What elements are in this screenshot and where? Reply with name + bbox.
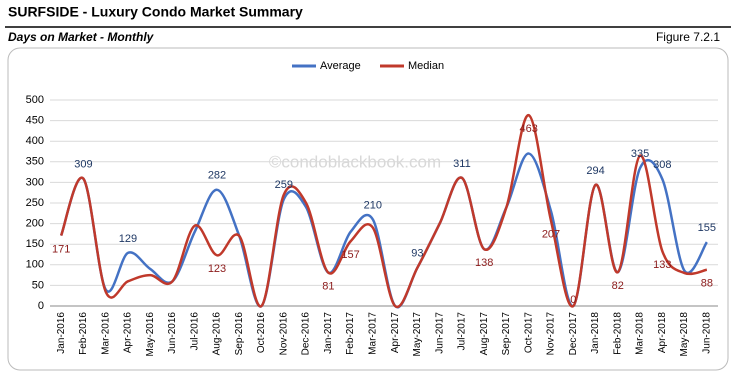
x-tick-label: Jun-2016	[167, 312, 178, 354]
y-tick-label: 50	[32, 279, 44, 291]
y-tick-label: 200	[26, 218, 44, 230]
data-label: 157	[341, 249, 359, 261]
data-label: 88	[701, 278, 713, 290]
x-tick-label: Mar-2017	[368, 312, 379, 355]
data-label: 93	[411, 248, 423, 260]
figure-label: Figure 7.2.1	[656, 30, 720, 44]
x-tick-label: Aug-2016	[212, 312, 223, 356]
y-tick-label: 500	[26, 94, 44, 106]
x-tick-label: Apr-2018	[657, 312, 668, 354]
x-tick-label: May-2016	[145, 312, 156, 357]
data-label: 210	[364, 199, 382, 211]
x-tick-label: Oct-2017	[523, 312, 534, 354]
x-tick-label: Jan-2016	[56, 312, 67, 354]
y-tick-label: 350	[26, 156, 44, 168]
x-tick-label: Sep-2016	[234, 312, 245, 356]
y-tick-label: 100	[26, 259, 44, 271]
x-tick-label: Apr-2017	[390, 312, 401, 354]
y-tick-label: 450	[26, 115, 44, 127]
data-label: 311	[453, 158, 471, 170]
title: SURFSIDE - Luxury Condo Market Summary	[8, 4, 303, 20]
x-tick-label: Feb-2016	[78, 312, 89, 355]
data-label: 123	[208, 263, 226, 275]
y-tick-label: 300	[26, 176, 44, 188]
y-tick-label: 250	[26, 197, 44, 209]
data-label: 155	[698, 222, 716, 234]
x-tick-label: Jun-2018	[702, 312, 713, 354]
x-tick-label: Dec-2016	[301, 312, 312, 356]
data-label: 207	[542, 229, 560, 241]
x-tick-label: May-2017	[412, 312, 423, 357]
data-label: 463	[520, 123, 538, 135]
line-series	[59, 113, 708, 309]
x-tick-label: Jul-2017	[457, 312, 468, 351]
x-tick-label: Nov-2017	[546, 312, 557, 356]
y-tick-label: 150	[26, 238, 44, 250]
x-tick-label: Aug-2017	[479, 312, 490, 356]
data-label: 82	[612, 280, 624, 292]
y-tick-label: 0	[38, 300, 44, 312]
x-tick-label: Jan-2018	[590, 312, 601, 354]
data-label: 282	[208, 170, 226, 182]
x-tick-label: Feb-2017	[345, 312, 356, 355]
data-label: 81	[322, 281, 334, 293]
x-tick-label: Oct-2016	[256, 312, 267, 354]
data-label: 171	[52, 243, 70, 255]
x-tick-label: Feb-2018	[612, 312, 623, 355]
x-tick-label: Jan-2017	[323, 312, 334, 354]
x-tick-label: Sep-2017	[501, 312, 512, 356]
x-tick-label: Jul-2016	[189, 312, 200, 351]
data-label: 0	[570, 294, 576, 306]
x-tick-label: Dec-2017	[568, 312, 579, 356]
x-tick-label: Apr-2016	[123, 312, 134, 354]
y-tick-label: 400	[26, 135, 44, 147]
x-tick-label: Nov-2016	[278, 312, 289, 356]
data-label: 129	[119, 233, 137, 245]
chart-panel	[7, 47, 729, 371]
data-label: 335	[631, 148, 649, 160]
x-tick-label: May-2018	[679, 312, 690, 357]
data-label: 138	[475, 257, 493, 269]
legend-label: Median	[408, 60, 444, 72]
data-label: 259	[275, 179, 293, 191]
data-label: 133	[653, 259, 671, 271]
x-tick-label: Mar-2016	[100, 312, 111, 355]
x-tick-label: Mar-2018	[635, 312, 646, 355]
data-label: 309	[74, 159, 92, 171]
data-label: 308	[653, 159, 671, 171]
legend-label: Average	[320, 60, 361, 72]
data-label: 294	[586, 165, 604, 177]
subtitle: Days on Market - Monthly	[8, 30, 155, 44]
x-tick-label: Jun-2017	[434, 312, 445, 354]
